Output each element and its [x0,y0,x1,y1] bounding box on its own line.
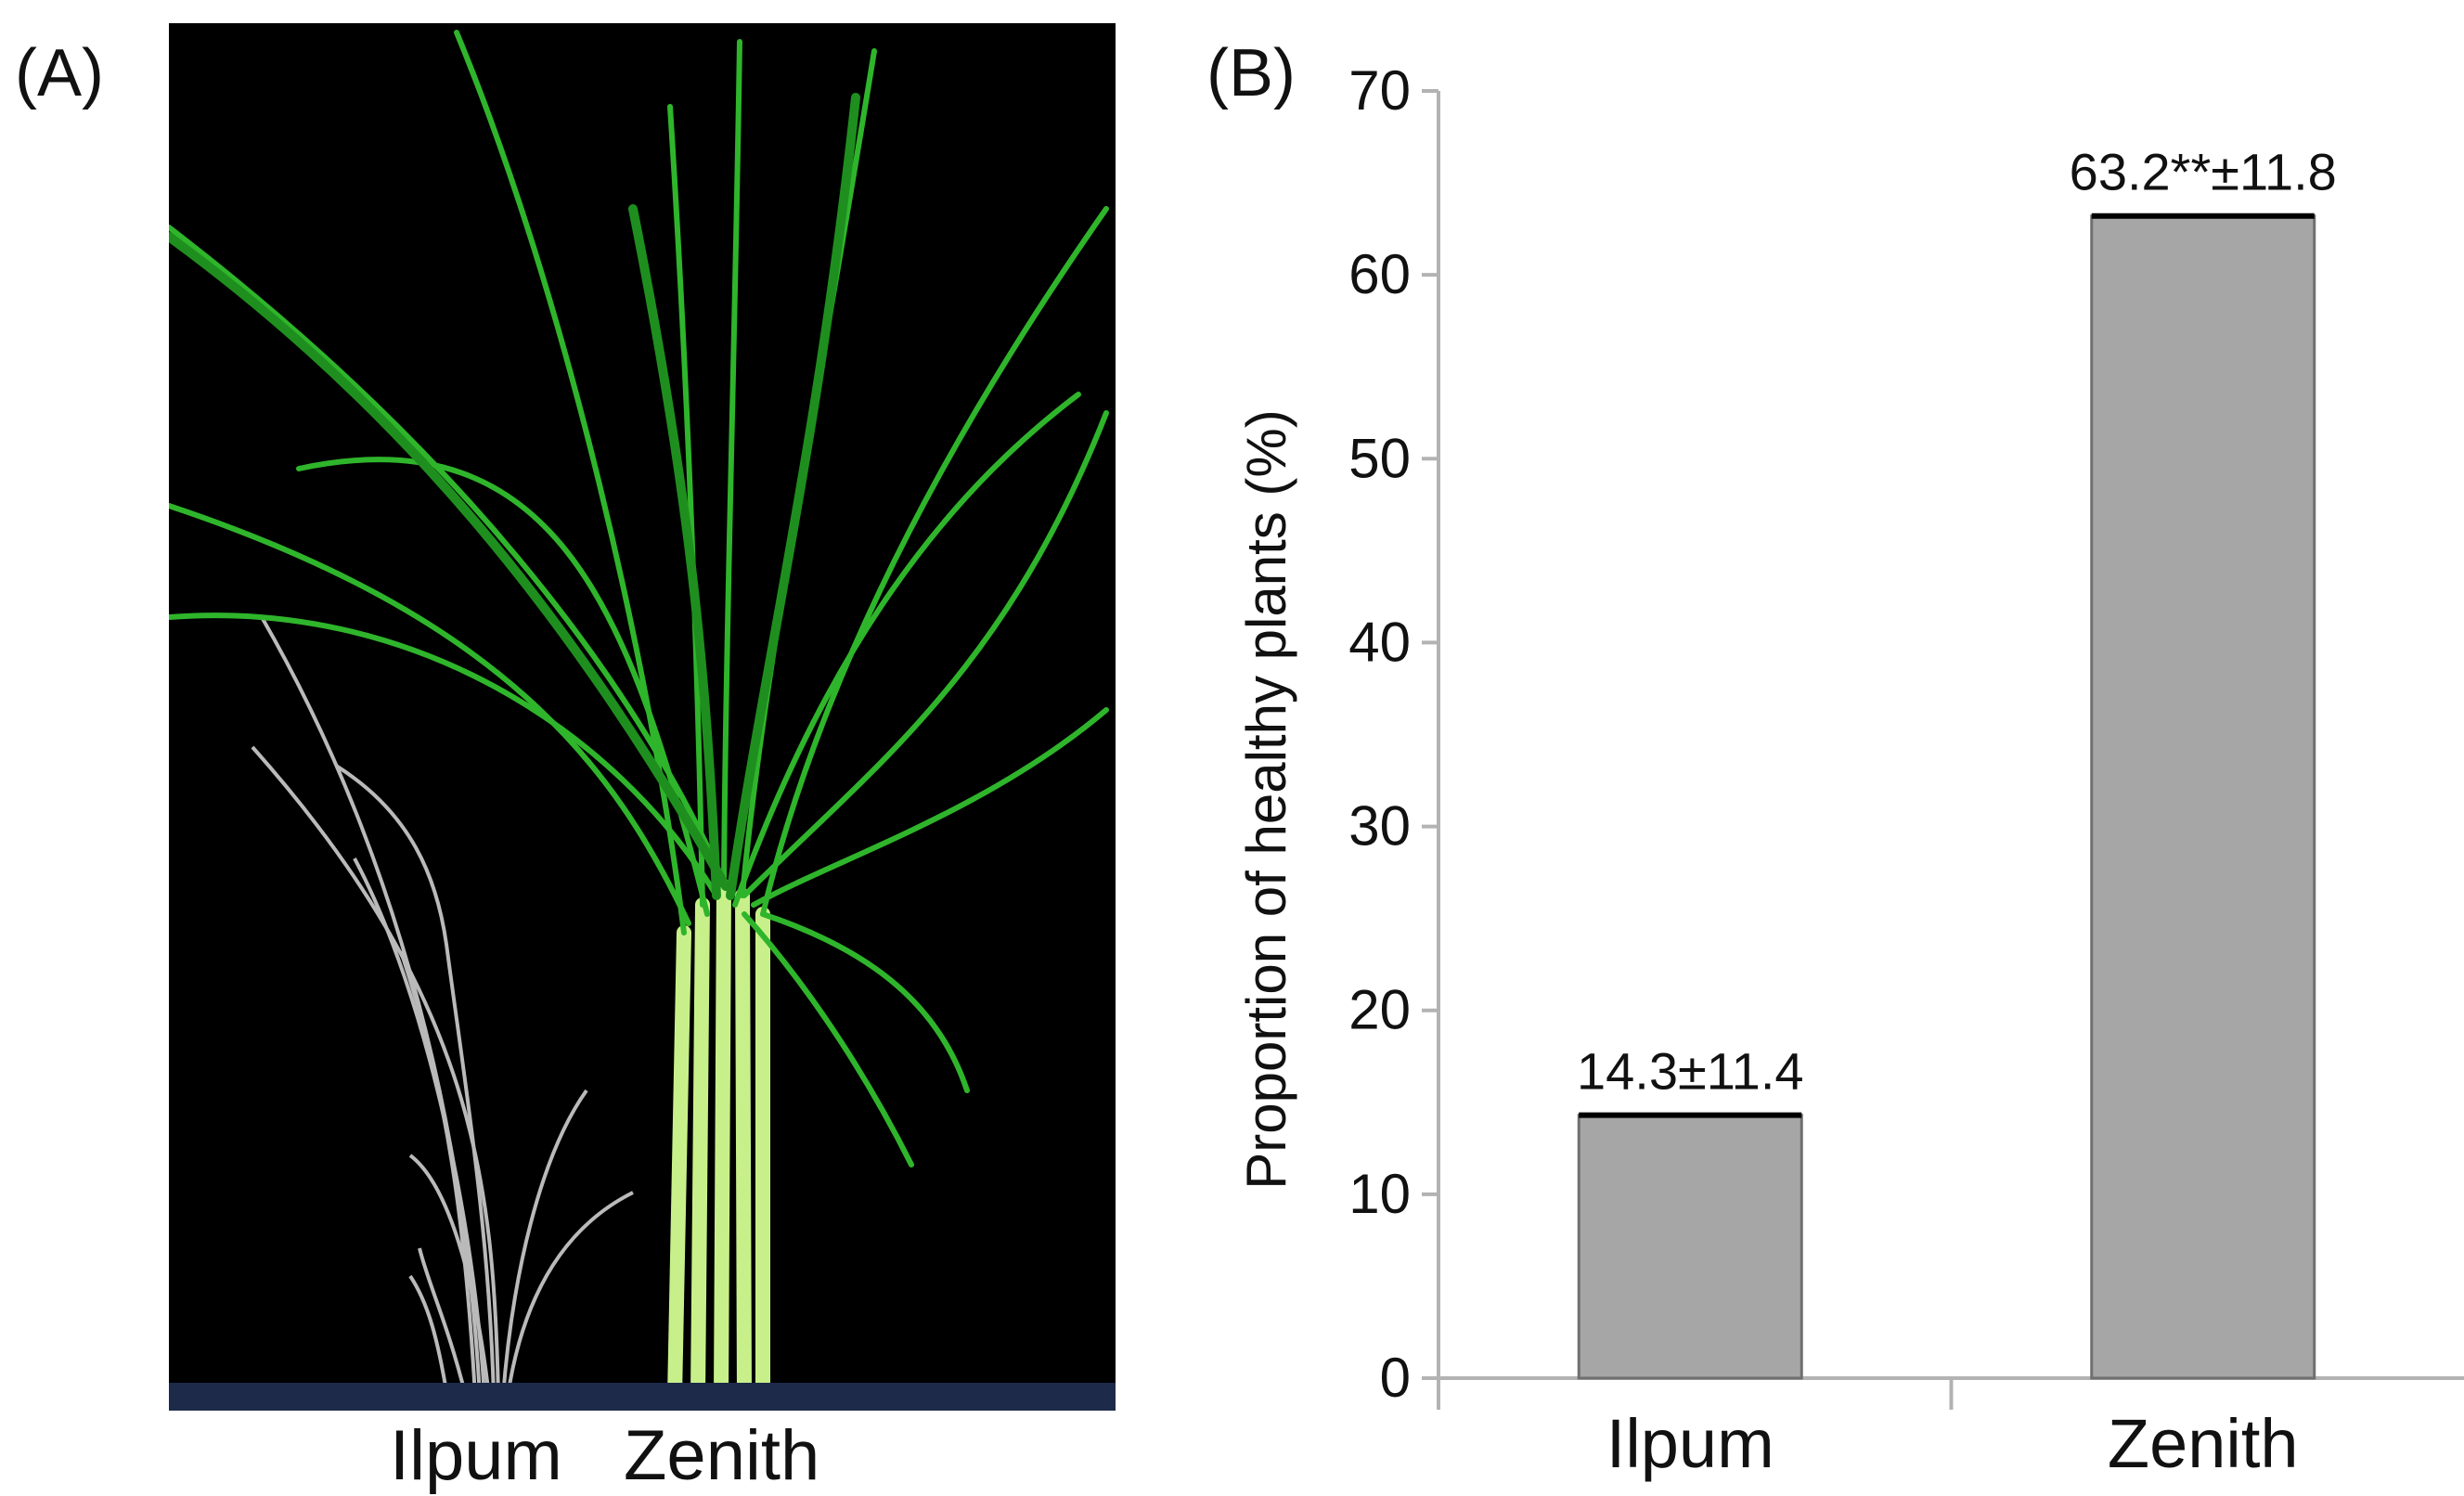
y-tick-label: 30 [1348,795,1411,858]
photo-caption-zenith: Zenith [624,1416,820,1495]
y-tick-label: 70 [1348,59,1411,122]
y-tick-label: 10 [1348,1163,1411,1225]
panel-b-label: (B) [1206,36,1296,110]
y-tick-label: 0 [1380,1347,1411,1409]
y-tick-label: 20 [1348,979,1411,1041]
rice-plants-photo [169,23,1116,1411]
x-tick-label-ilpum: Ilpum [1606,1405,1774,1482]
y-tick-label: 40 [1348,611,1411,673]
ilpum-withered-plant [251,616,634,1398]
y-tick-label: 50 [1348,427,1411,489]
zenith-healthy-plant [169,30,1109,1404]
bar-zenith [2090,214,2316,1380]
data-label-zenith: 63.2**±11.8 [2070,143,2337,201]
data-label-ilpum: 14.3±11.4 [1577,1042,1804,1101]
y-tick-label: 60 [1348,243,1411,305]
x-tick-label-zenith: Zenith [2108,1405,2299,1482]
panel-a-label: (A) [15,36,104,110]
plant-tray [169,1383,1116,1411]
photo-caption-ilpum: Ilpum [390,1416,562,1495]
bar-ilpum [1577,1114,1803,1380]
y-axis-title: Proportion of healthy plants (%) [1235,409,1297,1189]
